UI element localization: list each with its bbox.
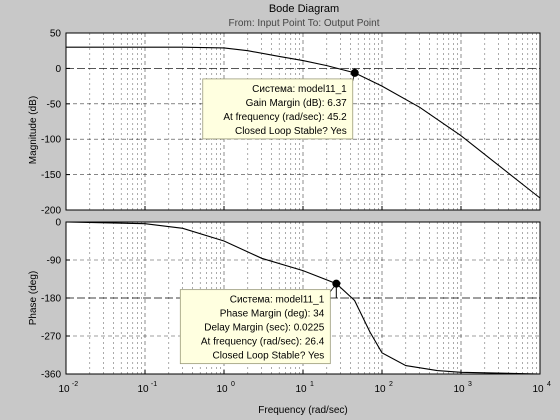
datatip-line: Closed Loop Stable? Yes	[235, 126, 347, 137]
datatip-line: Система: model11_1	[230, 295, 325, 306]
y-tick-label: -150	[41, 170, 61, 181]
datatip-line: At frequency (rad/sec): 45.2	[223, 112, 347, 123]
x-axis-label: Frequency (rad/sec)	[258, 405, 347, 416]
y-tick-label: -200	[41, 206, 61, 217]
datatip-line: Closed Loop Stable? Yes	[213, 351, 325, 362]
datatip-leader	[329, 283, 337, 292]
x-tick-label: 10	[374, 384, 386, 395]
datatip-box	[179, 289, 331, 365]
x-tick-exponent: -1	[151, 381, 157, 388]
x-tick-label: 10	[216, 384, 228, 395]
datatip-line: Delay Margin (sec): 0.0225	[204, 323, 324, 334]
y-tick-label: -100	[41, 135, 61, 146]
datatip-line: Система: model11_1	[252, 84, 347, 95]
y-tick-label: -50	[47, 99, 62, 110]
y-tick-label: -270	[41, 332, 61, 343]
y-tick-label: -360	[41, 370, 61, 381]
x-tick-label: 10	[58, 384, 70, 395]
y-axis-label-magnitude: Magnitude (dB)	[28, 96, 39, 164]
magnitude-series-line	[66, 46, 541, 199]
x-tick-exponent: 4	[547, 381, 551, 388]
datatip-box	[202, 78, 354, 140]
x-tick-label: 10	[295, 384, 307, 395]
y-tick-label: 0	[55, 218, 61, 229]
x-tick-label: 10	[137, 384, 149, 395]
chart-title: Bode Diagram	[269, 3, 339, 15]
x-tick-label: 10	[453, 384, 465, 395]
chart-subtitle: From: Input Point To: Output Point	[228, 18, 379, 29]
datatip-line: At frequency (rad/sec): 26.4	[201, 337, 325, 348]
x-tick-exponent: -2	[72, 381, 78, 388]
x-tick-exponent: 0	[231, 381, 235, 388]
y-tick-label: -90	[47, 256, 62, 267]
phase-series-line	[65, 221, 541, 375]
y-tick-label: -180	[41, 294, 61, 305]
magnitude-panel: 50 0 -50 -100 -150 -200 Система: model11_1 Gain…	[41, 29, 541, 217]
y-axis-label-phase: Phase (deg)	[28, 271, 39, 325]
y-tick-label: 0	[55, 64, 61, 75]
datatip-line: Phase Margin (deg): 34	[220, 309, 325, 320]
phase-panel: 0 -90 -180 -270 -360 Система: model11_1 Phase …	[41, 218, 541, 381]
x-tick-label: 10	[532, 384, 544, 395]
x-tick-exponent: 1	[310, 381, 314, 388]
x-tick-exponent: 2	[389, 381, 393, 388]
x-axis-ticks: 10 -2 10 -1 10 0 10 1 10 2 10 3 10 4	[58, 381, 551, 395]
datatip-line: Gain Margin (dB): 6.37	[246, 98, 348, 109]
x-tick-exponent: 3	[468, 381, 472, 388]
y-tick-label: 50	[50, 29, 62, 40]
